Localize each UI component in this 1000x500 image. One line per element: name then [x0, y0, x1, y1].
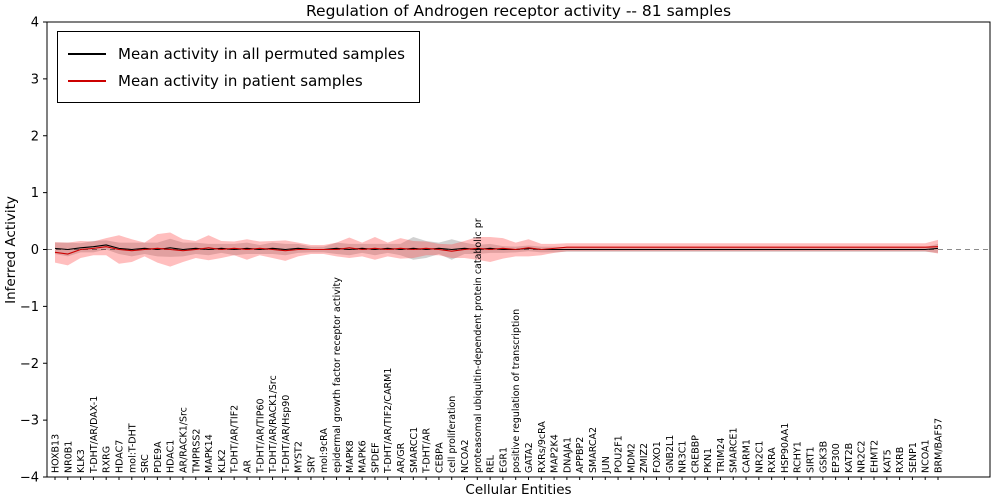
x-tick-label: NR0B1 [63, 441, 74, 473]
y-tick-label: −3 [20, 414, 39, 429]
x-tick-label: SMARCA2 [588, 427, 599, 473]
x-tick-label: EGR1 [498, 447, 509, 473]
x-tick-label: PDE9A [153, 441, 164, 473]
x-tick-label: REL [486, 454, 497, 473]
x-tick-label: AR [242, 460, 253, 473]
x-tick-label: MDM2 [626, 443, 637, 473]
x-tick-label: HDAC1 [166, 440, 177, 473]
y-tick-label: 0 [31, 243, 39, 258]
x-tick-label: NR2C2 [857, 441, 868, 473]
x-tick-label: SRY [306, 455, 317, 473]
y-tick-label: 3 [31, 72, 39, 87]
x-tick-label: RXRs/9cRA [537, 421, 548, 473]
x-tick-label: NCOA2 [460, 439, 471, 473]
x-tick-label: MAP2K4 [550, 434, 561, 473]
x-tick-label: GNB2L1 [665, 435, 676, 473]
x-axis-title: Cellular Entities [465, 482, 572, 498]
x-tick-label: EHMT2 [870, 440, 881, 473]
y-tick-label: −1 [20, 300, 39, 315]
x-tick-label: NR2C1 [754, 441, 765, 473]
x-tick-label: CREBBP [690, 435, 701, 473]
x-tick-label: RCHY1 [793, 441, 804, 473]
x-tick-label: APPBP2 [575, 437, 586, 473]
y-tick-label: −2 [20, 357, 39, 372]
x-tick-label: RXRG [102, 446, 113, 473]
x-tick-label: NCOA1 [921, 439, 932, 473]
legend-label-permuted: Mean activity in all permuted samples [118, 44, 405, 63]
x-tick-label: MYST2 [294, 441, 305, 473]
permuted-line-swatch [68, 52, 106, 55]
x-tick-label: GSK3B [818, 441, 829, 473]
x-tick-label: MAPK14 [204, 434, 215, 473]
x-tick-label: HSP90AA1 [780, 423, 791, 473]
x-tick-label: CEBPA [434, 442, 445, 473]
x-tick-label: T-DHT/AR/TIP60 [255, 398, 266, 474]
x-tick-label: NR3C1 [678, 441, 689, 473]
y-tick-label: 1 [31, 186, 39, 201]
x-tick-label: SPDEF [370, 442, 381, 473]
x-tick-label: proteasomal ubiquitin-dependent protein … [473, 218, 484, 473]
x-tick-label: MAPK6 [358, 440, 369, 473]
x-tick-label: AR/GR [396, 442, 407, 473]
x-tick-label: mol:9cRA [319, 428, 330, 473]
x-tick-label: KAT2B [844, 443, 855, 473]
x-tick-label: SRC [140, 454, 151, 473]
x-tick-label: mol:T-DHT [127, 423, 138, 473]
patient-mean-line [54, 246, 939, 255]
x-tick-label: KLK2 [217, 449, 228, 473]
x-tick-label: TMPRSS2 [191, 429, 202, 474]
x-tick-label: HDAC7 [114, 440, 125, 473]
x-tick-label: cell proliferation [447, 396, 458, 473]
x-tick-label: SMARCC1 [409, 427, 420, 473]
x-tick-label: SIRT1 [806, 446, 817, 473]
x-tick-label: T-DHT/AR [422, 428, 433, 474]
x-tick-label: RXRB [895, 447, 906, 473]
legend: Mean activity in all permuted samples Me… [57, 31, 420, 103]
x-tick-label: T-DHT/AR/DAX-1 [89, 396, 100, 474]
x-tick-label: epidermal growth factor receptor activit… [332, 277, 343, 473]
patient-band [55, 232, 938, 267]
x-tick-label: MAPK8 [345, 440, 356, 473]
x-tick-label: DNAJA1 [562, 437, 573, 473]
permuted-band [55, 236, 938, 260]
y-tick-label: −4 [20, 471, 39, 486]
x-tick-label: FOXO1 [652, 441, 663, 473]
x-tick-label: ZMIZ2 [639, 443, 650, 473]
patient-line-swatch [68, 79, 106, 82]
legend-item-permuted: Mean activity in all permuted samples [68, 40, 405, 67]
x-tick-label: T-DHT/AR/TIF2/CARM1 [383, 368, 394, 474]
x-tick-label: JUN [601, 456, 612, 474]
y-axis-title: Inferred Activity [3, 196, 19, 304]
x-tick-label: CARM1 [742, 439, 753, 473]
x-tick-label: KLK3 [76, 449, 87, 473]
x-tick-label: HOXB13 [51, 434, 62, 473]
chart-title: Regulation of Androgen receptor activity… [305, 2, 732, 20]
x-tick-label: PKN1 [703, 448, 714, 473]
x-tick-label: KAT5 [882, 449, 893, 473]
x-tick-label: BRM/BAF57 [934, 418, 945, 473]
x-tick-label: TRIM24 [716, 438, 727, 475]
x-tick-label: SENP1 [908, 442, 919, 473]
x-tick-label: T-DHT/AR/RACK1/Src [268, 375, 279, 474]
x-tick-label: POU2F1 [614, 435, 625, 473]
y-tick-label: 2 [31, 129, 39, 144]
x-tick-label: GATA2 [524, 442, 535, 473]
x-tick-label: T-DHT/AR/TIF2 [230, 405, 241, 474]
x-tick-label: positive regulation of transcription [511, 309, 522, 473]
x-tick-label: AR/RACK1/Src [178, 407, 189, 473]
x-tick-label: EP300 [831, 443, 842, 473]
legend-item-patient: Mean activity in patient samples [68, 67, 405, 94]
x-tick-label: T-DHT/AR/Hsp90 [281, 395, 292, 474]
x-tick-label: SMARCE1 [729, 427, 740, 473]
x-tick-label: RXRA [767, 447, 778, 473]
y-tick-label: 4 [31, 16, 39, 31]
legend-label-patient: Mean activity in patient samples [118, 71, 363, 90]
